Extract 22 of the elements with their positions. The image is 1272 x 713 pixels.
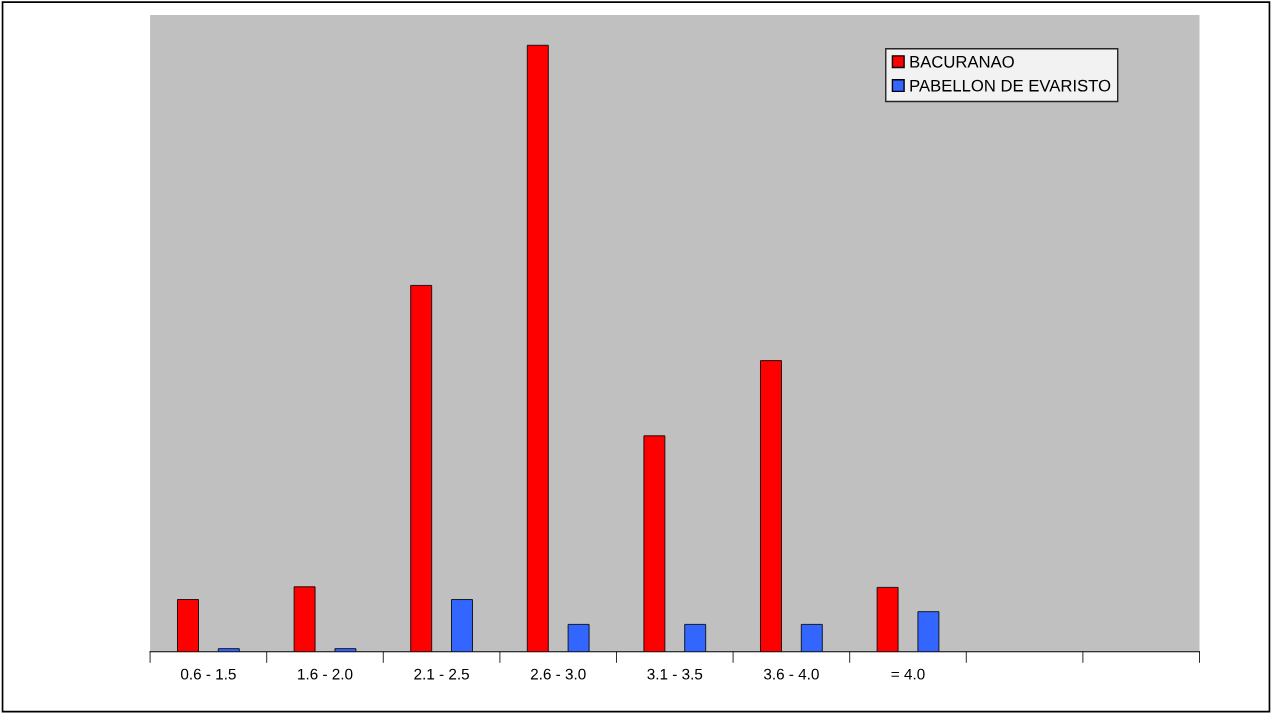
bar [334,648,357,652]
x-tick-label: 2.1 - 2.5 [414,668,469,680]
x-tick-label: 1.6 - 2.0 [298,668,353,680]
bar [293,586,316,652]
bar [177,599,199,652]
bar [800,623,823,652]
legend-label: PABELLON DE EVARISTO [910,79,1111,92]
x-tick-label: 3.1 - 3.5 [647,668,703,680]
bar [760,360,782,652]
legend-label: BACURANAO [910,55,1014,68]
x-tick-label: = 4.0 [891,668,925,680]
bar [567,623,590,652]
bar [917,611,940,652]
bar [643,435,666,652]
bar [876,586,899,652]
bar [451,599,473,652]
x-tick-label: 2.6 - 3.0 [530,668,586,680]
x-tick-label: 0.6 - 1.5 [180,668,236,680]
bar [684,623,707,652]
bar [410,285,433,652]
x-tick-label: 3.6 - 4.0 [763,668,819,680]
bar [526,44,549,652]
